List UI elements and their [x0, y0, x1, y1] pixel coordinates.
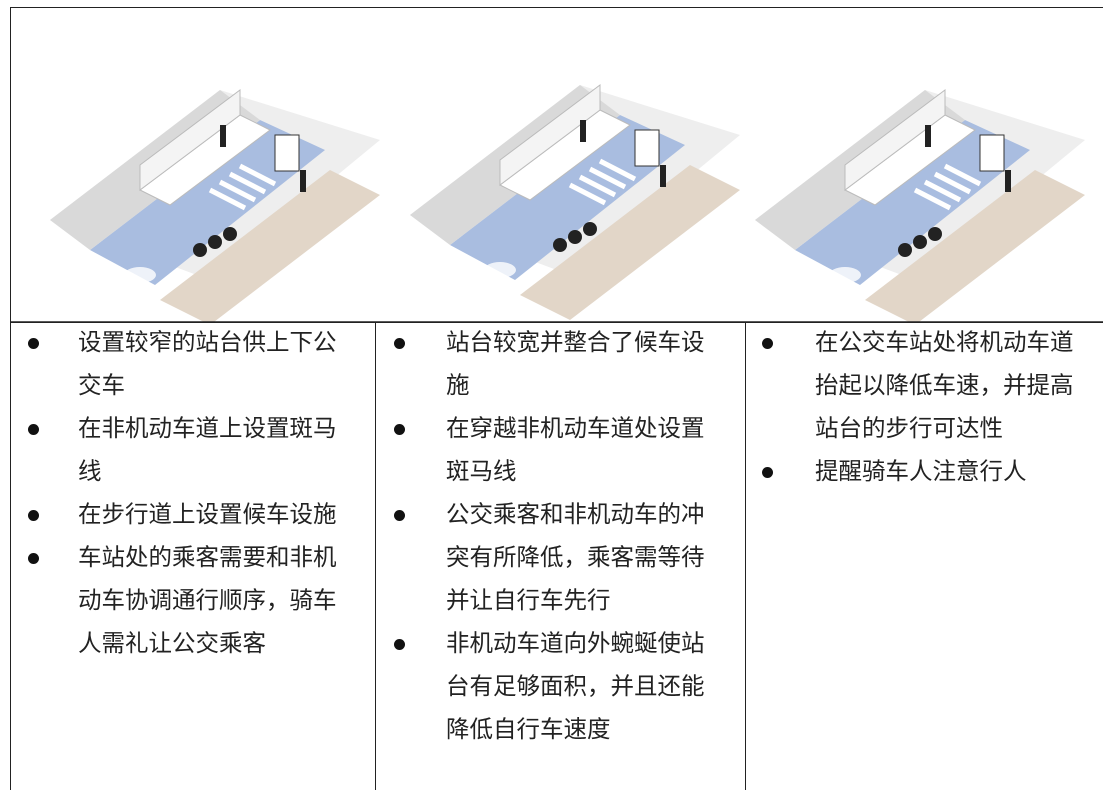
illustration-1: [50, 90, 380, 322]
bullet: [394, 338, 405, 349]
bullet: [394, 424, 405, 435]
bullet-item: 公交乘客和非机动车的冲突有所降低，乘客需等待并让自行车先行: [394, 494, 718, 623]
bullet: [28, 553, 39, 564]
bullet-list: 在公交车站处将机动车道抬起以降低车速，并提高站台的步行可达性提醒骑车人注意行人: [756, 322, 1087, 494]
bullet: [28, 424, 39, 435]
column-border: [375, 322, 377, 790]
item-text: 在步行道上设置候车设施: [78, 502, 337, 528]
bullet-item: 设置较窄的站台供上下公交车: [28, 322, 350, 408]
bullet-item: 在步行道上设置候车设施: [28, 494, 350, 537]
bullet: [394, 510, 405, 521]
bullet: [762, 338, 773, 349]
item-text: 在公交车站处将机动车道抬起以降低车速，并提高站台的步行可达性: [815, 330, 1074, 442]
bullet: [28, 510, 39, 521]
column-border: [745, 322, 747, 790]
illustrations: [10, 0, 1103, 322]
item-text: 非机动车道向外蜿蜒使站台有足够面积，并且还能降低自行车速度: [446, 631, 705, 743]
bullet-item: 在公交车站处将机动车道抬起以降低车速，并提高站台的步行可达性: [762, 322, 1087, 451]
column-border: [10, 322, 12, 790]
item-text: 在穿越非机动车道处设置斑马线: [446, 416, 705, 485]
bullet: [28, 338, 39, 349]
bullet-item: 站台较宽并整合了候车设施: [394, 322, 718, 408]
item-text: 在非机动车道上设置斑马线: [78, 416, 337, 485]
bullet-item: 非机动车道向外蜿蜒使站台有足够面积，并且还能降低自行车速度: [394, 623, 718, 752]
bullet-list: 设置较窄的站台供上下公交车 在非机动车道上设置斑马线在步行道上设置候车设施车站处的…: [22, 322, 350, 666]
item-text: 公交乘客和非机动车的冲突有所降低，乘客需等待并让自行车先行: [446, 502, 705, 614]
item-text: 站台较宽并整合了候车设施: [446, 330, 705, 399]
bullet-list: 站台较宽并整合了候车设施 在穿越非机动车道处设置斑马线公交乘客和非机动车的冲突有所…: [388, 322, 718, 752]
bullet-item: 在非机动车道上设置斑马线: [28, 408, 350, 494]
bullet: [762, 467, 773, 478]
bullet-item: 车站处的乘客需要和非机动车协调通行顺序，骑车人需礼让公交乘客: [28, 537, 350, 666]
item-text: 设置较窄的站台供上下公交车: [78, 330, 337, 399]
bullet: [394, 639, 405, 650]
item-text: 车站处的乘客需要和非机动车协调通行顺序，骑车人需礼让公交乘客: [78, 545, 337, 657]
bullet-item: 提醒骑车人注意行人: [762, 451, 1087, 494]
bullet-item: 在穿越非机动车道处设置斑马线: [394, 408, 718, 494]
item-text: 提醒骑车人注意行人: [815, 459, 1027, 485]
illustration-3: [755, 90, 1085, 322]
image-cell: [10, 7, 1103, 323]
illustration-2: [410, 85, 740, 320]
